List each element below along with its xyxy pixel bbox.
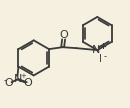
Text: +: + [99,42,106,51]
Text: I: I [99,54,102,64]
Text: -: - [104,52,107,61]
Text: O: O [4,78,13,88]
Text: +: + [20,73,26,79]
Text: N: N [92,45,100,55]
Text: -: - [3,76,6,85]
Text: N: N [14,74,23,84]
Text: O: O [24,78,33,88]
Text: O: O [59,30,68,40]
